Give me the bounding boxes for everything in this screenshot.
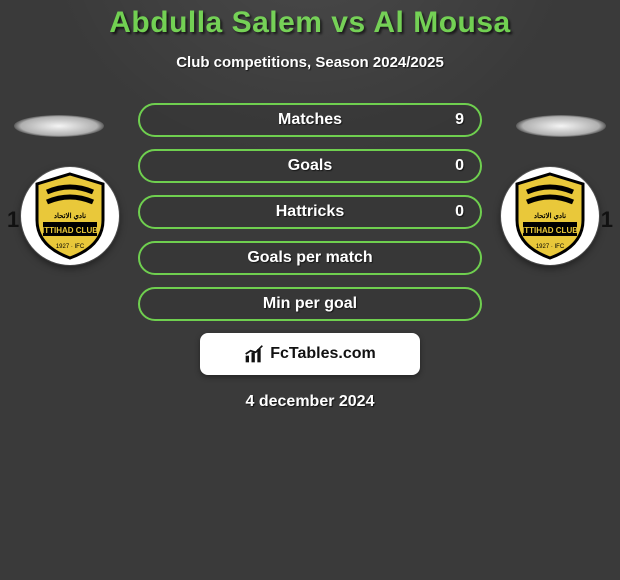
stat-label: Goals per match bbox=[247, 249, 372, 267]
stat-label: Hattricks bbox=[276, 203, 344, 221]
page-subtitle: Club competitions, Season 2024/2025 bbox=[0, 54, 620, 71]
comparison-arena: 1 ITTIHAD CLUB نادي الاتحاد 1927 · IFC 1 bbox=[0, 103, 620, 321]
stat-row: Min per goal bbox=[138, 287, 482, 321]
stats-list: Matches 9 Goals 0 Hattricks 0 Goals per match M… bbox=[138, 103, 482, 321]
player-right-portrait: 1 ITTIHAD CLUB نادي الاتحاد 1927 · IFC bbox=[501, 167, 599, 265]
stat-row: Matches 9 bbox=[138, 103, 482, 137]
svg-text:1927 · IFC: 1927 · IFC bbox=[56, 244, 85, 250]
svg-text:1927 · IFC: 1927 · IFC bbox=[536, 244, 565, 250]
player-left-jersey-number: 1 bbox=[7, 207, 19, 233]
stat-value-right: 0 bbox=[455, 157, 464, 175]
svg-text:نادي الاتحاد: نادي الاتحاد bbox=[534, 212, 566, 221]
shield-icon: ITTIHAD CLUB نادي الاتحاد 1927 · IFC bbox=[33, 172, 107, 260]
shield-icon: ITTIHAD CLUB نادي الاتحاد 1927 · IFC bbox=[513, 172, 587, 260]
svg-text:ITTIHAD CLUB: ITTIHAD CLUB bbox=[42, 226, 98, 235]
halo-left bbox=[14, 115, 104, 137]
stat-label: Min per goal bbox=[263, 295, 357, 313]
stat-row: Goals 0 bbox=[138, 149, 482, 183]
svg-text:نادي الاتحاد: نادي الاتحاد bbox=[54, 212, 86, 221]
stat-value-right: 9 bbox=[455, 111, 464, 129]
svg-text:ITTIHAD CLUB: ITTIHAD CLUB bbox=[522, 226, 578, 235]
stat-row: Hattricks 0 bbox=[138, 195, 482, 229]
page-title: Abdulla Salem vs Al Mousa bbox=[0, 0, 620, 40]
player-right-jersey-number: 1 bbox=[601, 207, 613, 233]
footer-date: 4 december 2024 bbox=[0, 393, 620, 411]
stat-label: Goals bbox=[288, 157, 332, 175]
stat-row: Goals per match bbox=[138, 241, 482, 275]
brand-card: FcTables.com bbox=[200, 333, 420, 375]
halo-right bbox=[516, 115, 606, 137]
club-badge-right: ITTIHAD CLUB نادي الاتحاد 1927 · IFC bbox=[513, 172, 587, 260]
player-left-portrait: 1 ITTIHAD CLUB نادي الاتحاد 1927 · IFC bbox=[21, 167, 119, 265]
club-badge-left: ITTIHAD CLUB نادي الاتحاد 1927 · IFC bbox=[33, 172, 107, 260]
brand-text: FcTables.com bbox=[270, 345, 376, 363]
chart-icon bbox=[244, 344, 264, 364]
stat-label: Matches bbox=[278, 111, 342, 129]
stat-value-right: 0 bbox=[455, 203, 464, 221]
